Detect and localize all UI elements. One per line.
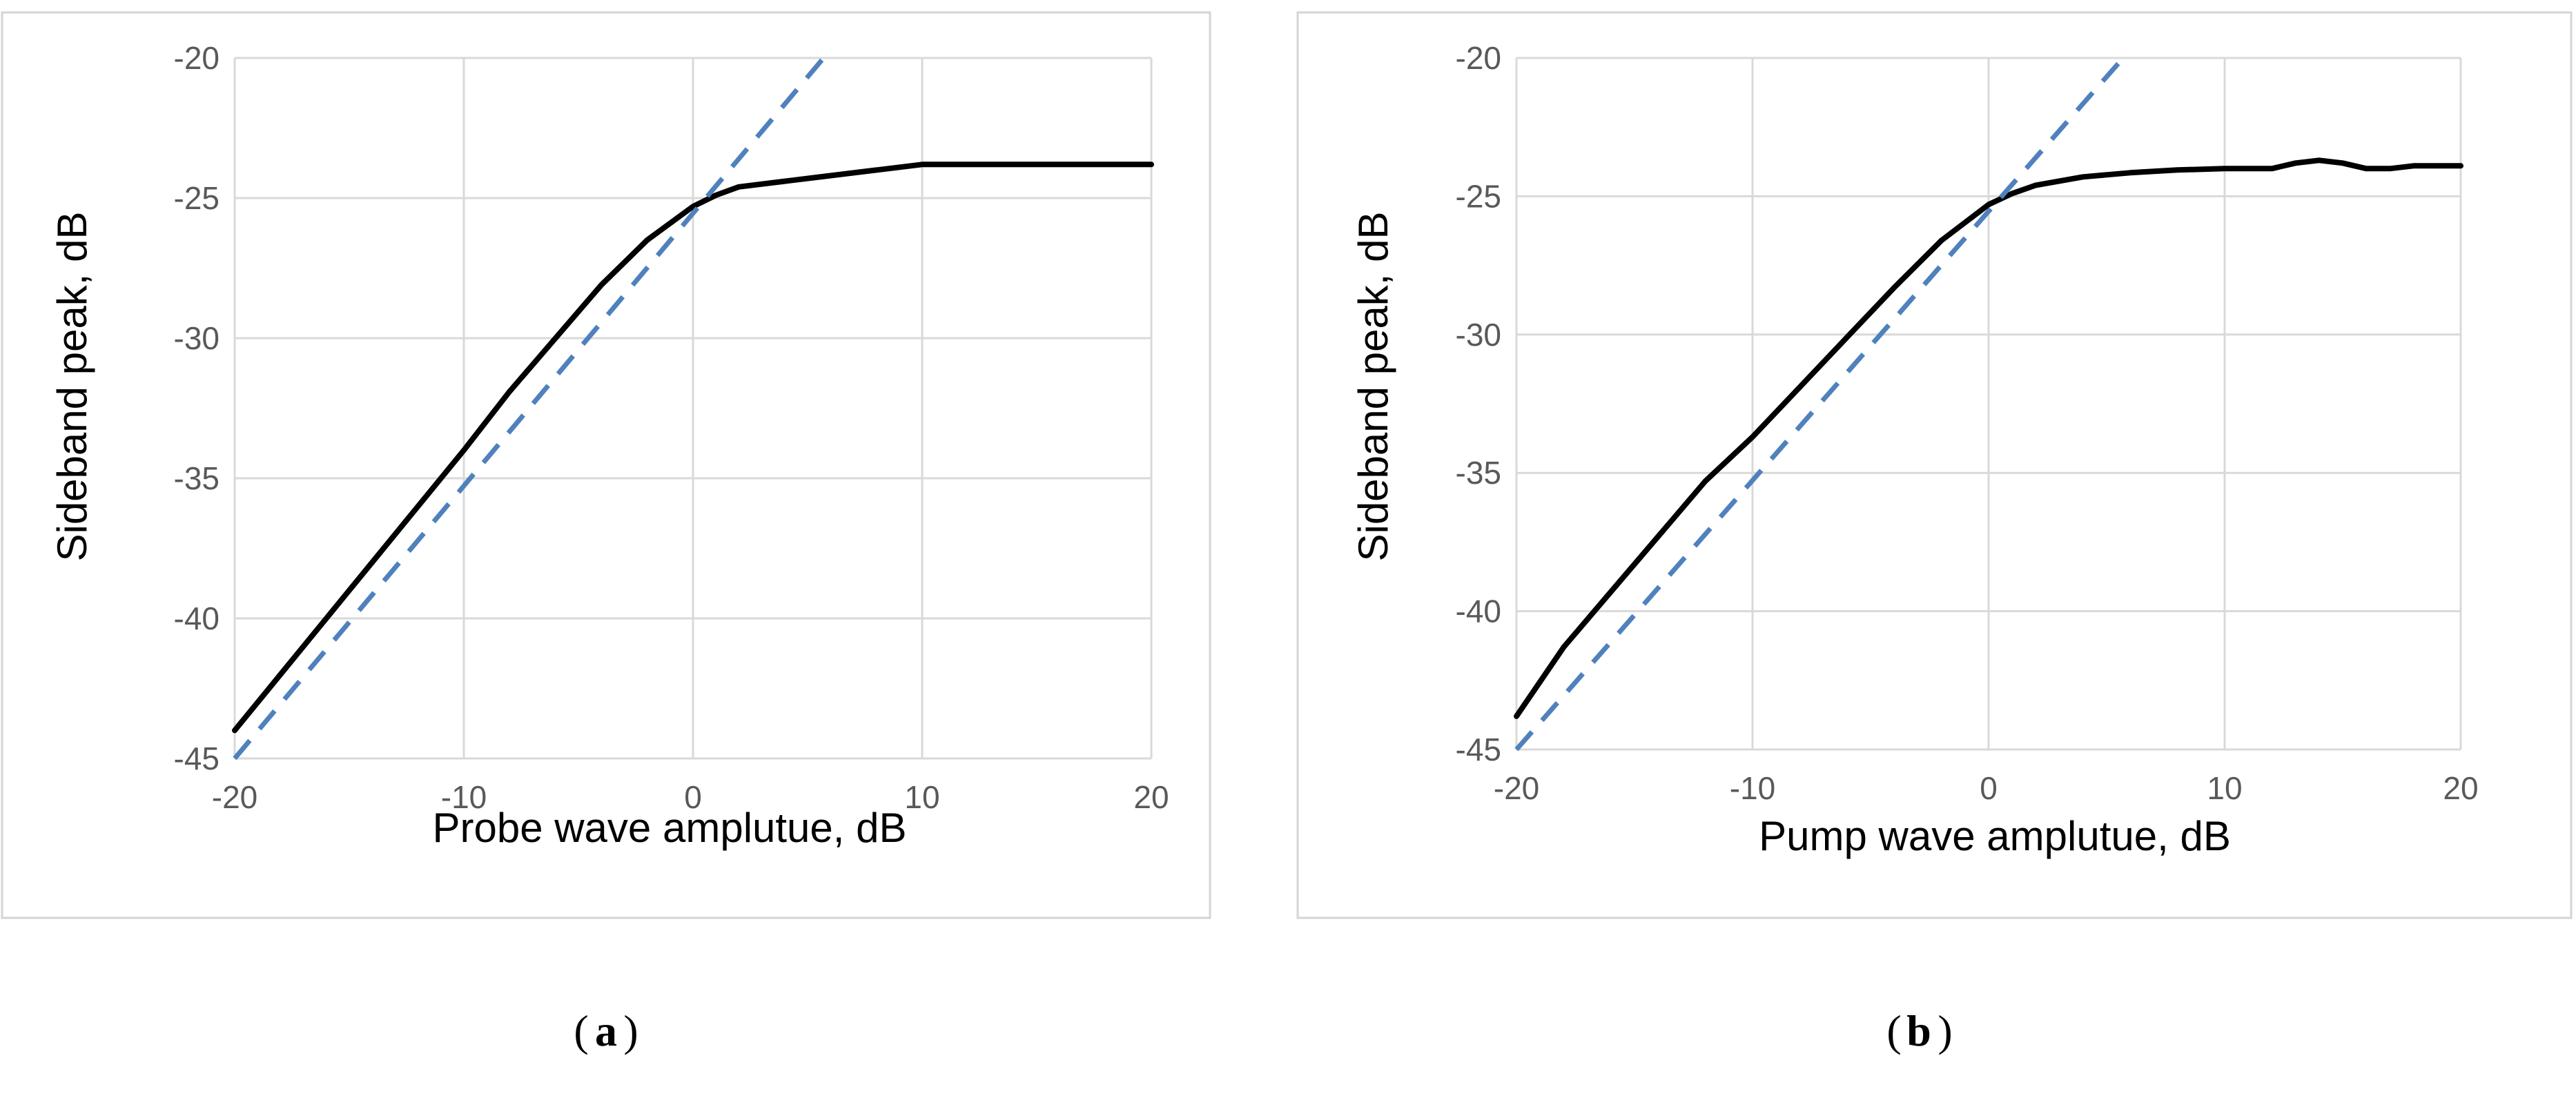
y-tick-label-b: -30 [1456,317,1501,353]
x-tick-label-a: -20 [212,779,257,815]
y-tick-label-b: -40 [1456,594,1501,629]
x-axis-title-b: Pump wave amplutue, dB [1759,813,2231,859]
y-tick-labels-b: -45 -40 -35 -30 -25 -20 [1456,40,1501,767]
y-tick-label-a: -20 [174,40,219,76]
caption-a-close-paren: ) [623,1006,638,1055]
caption-b: ( b ) [1886,1006,1952,1055]
y-axis-title-b: Sideband peak, dB [1350,211,1396,561]
y-tick-label-b: -25 [1456,178,1501,214]
y-tick-label-b: -35 [1456,455,1501,491]
y-tick-label-a: -30 [174,320,219,356]
y-tick-label-b: -20 [1456,40,1501,76]
y-tick-labels-a: -45 -40 -35 -30 -25 -20 [174,40,219,776]
grid-a [233,57,1153,760]
caption-b-close-paren: ) [1938,1006,1952,1055]
caption-a: ( a ) [574,1006,638,1055]
x-tick-label-a: -10 [441,779,487,815]
caption-a-label: a [595,1006,617,1055]
y-tick-label-b: -45 [1456,732,1501,767]
sideband-peak-line-a [232,161,1154,734]
x-tick-label-b: 20 [2443,770,2478,806]
chart-panel-a: -45 -40 -35 -30 -25 -20 -20 -10 0 10 20 Probe wav… [1,11,1211,919]
chart-panel-b: -45 -40 -35 -30 -25 -20 -20 -10 0 10 20 Pump wave… [1296,11,2573,919]
y-tick-label-a: -40 [174,600,219,636]
series-b [1514,56,2463,752]
caption-a-open-paren: ( [574,1006,588,1055]
x-tick-label-b: 0 [1980,770,1998,806]
x-tick-label-b: 10 [2207,770,2242,806]
x-tick-label-a: 20 [1133,779,1169,815]
caption-b-label: b [1906,1006,1931,1055]
series-a [232,56,1154,761]
y-tick-label-a: -25 [174,180,219,216]
y-tick-label-a: -35 [174,460,219,496]
chart-frame-b [1296,11,2573,919]
y-tick-label-a: -45 [174,741,219,776]
x-tick-label-a: 10 [904,779,939,815]
sideband-peak-line-b [1514,157,2463,719]
y-axis-title-a: Sideband peak, dB [49,211,95,561]
x-tick-labels-b: -20 -10 0 10 20 [1494,770,2479,806]
x-tick-label-b: -10 [1730,770,1775,806]
grid-b [1515,57,2462,751]
caption-b-open-paren: ( [1886,1006,1901,1055]
x-tick-labels-a: -20 -10 0 10 20 [212,779,1169,815]
x-tick-label-a: 0 [684,779,702,815]
x-tick-label-b: -20 [1494,770,1539,806]
x-axis-title-a: Probe wave amplutue, dB [432,805,906,851]
